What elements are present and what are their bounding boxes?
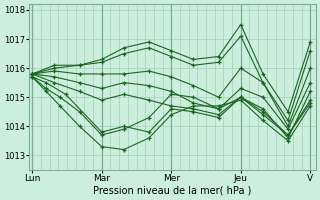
X-axis label: Pression niveau de la mer( hPa ): Pression niveau de la mer( hPa ) xyxy=(93,186,252,196)
